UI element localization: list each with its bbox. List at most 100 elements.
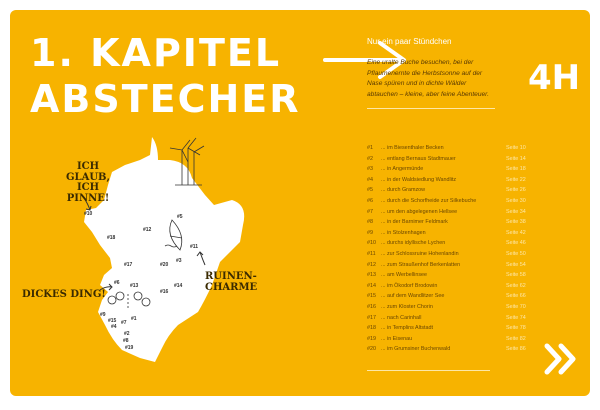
list-item-number: #15: [367, 293, 376, 300]
divider: [367, 108, 495, 109]
map-marker[interactable]: #6: [114, 280, 120, 286]
list-item[interactable]: #19 ... in Eisenau Seite 82: [367, 334, 567, 345]
list-item-number: #6: [367, 197, 373, 204]
map-marker[interactable]: #4: [111, 324, 117, 330]
list-item-title: ... in der Waldsiedlung Wandlitz: [381, 176, 457, 183]
map-marker[interactable]: #1: [131, 316, 137, 322]
map-marker[interactable]: #7: [121, 320, 127, 326]
list-item-number: #8: [367, 219, 373, 226]
list-item[interactable]: #5 ... durch Gramzow Seite 26: [367, 185, 567, 196]
list-item-title: ... auf dem Wandlitzer See: [381, 293, 445, 300]
list-item-title: ... um den abgelegenen Hellsee: [381, 208, 458, 215]
map-marker[interactable]: #18: [107, 235, 116, 241]
map-marker[interactable]: #3: [176, 258, 182, 264]
list-item-number: #12: [367, 261, 376, 268]
list-item-title: ... in Eisenau: [381, 335, 413, 342]
canoe-icon: [164, 219, 183, 251]
list-item-page: Seite 58: [506, 272, 526, 279]
map-marker[interactable]: #9: [100, 312, 106, 318]
list-item-number: #16: [367, 303, 376, 310]
map-marker[interactable]: #19: [125, 345, 134, 351]
list-item-title: ... durch Gramzow: [381, 187, 426, 194]
list-item-page: Seite 10: [506, 145, 526, 151]
map-marker[interactable]: #20: [160, 262, 169, 268]
list-item[interactable]: #18 ... in Templins Altstadt Seite 78: [367, 323, 567, 334]
list-item-page: Seite 38: [506, 219, 526, 226]
list-item-number: #11: [367, 250, 376, 257]
list-item[interactable]: #20 ... im Grumsiner Buchenwald Seite 86: [367, 344, 567, 355]
map-marker[interactable]: #14: [174, 283, 183, 289]
list-item-page: Seite 50: [506, 250, 526, 257]
list-item-number: #18: [367, 325, 376, 332]
list-item-number: #20: [367, 346, 376, 353]
map-marker[interactable]: #10: [84, 211, 93, 217]
list-item-number: #14: [367, 282, 376, 289]
list-item[interactable]: #3 ... in Angermünde Seite 18: [367, 164, 567, 175]
list-item-number: #19: [367, 335, 376, 342]
list-item-number: #17: [367, 314, 376, 321]
list-item-page: Seite 18: [506, 166, 526, 173]
list-item[interactable]: #14 ... im Ökodorf Brodowin Seite 62: [367, 281, 567, 292]
list-item-page: Seite 14: [506, 155, 526, 162]
callout-pin: ICH GLAUB, ICH PINNE!: [66, 161, 110, 204]
list-item[interactable]: #9 ... in Stolzenhagen Seite 42: [367, 228, 567, 239]
list-item-page: Seite 66: [506, 293, 526, 300]
map-marker[interactable]: #16: [160, 289, 169, 295]
list-item-title: ... zum Straußenhof Berkenlatten: [381, 261, 461, 268]
list-item-page: Seite 78: [506, 325, 526, 332]
list-item-title: ... im Biesenthaler Becken: [381, 145, 444, 151]
map-marker[interactable]: #2: [124, 331, 130, 337]
list-item[interactable]: #2 ... entlang Bernaus Stadtmauer Seite 14: [367, 154, 567, 165]
map-marker[interactable]: #15: [108, 318, 117, 324]
list-item-number: #7: [367, 208, 373, 215]
contents-list: #1 ... im Biesenthaler Becken Seite 10 #2..…: [367, 143, 567, 355]
map-outline: [84, 137, 245, 362]
list-item-page: Seite 86: [506, 346, 526, 353]
list-item-page: Seite 30: [506, 197, 526, 204]
callout-ruins: RUINEN-CHARME: [205, 271, 258, 293]
map-marker[interactable]: #11: [190, 244, 199, 250]
list-item-title: ... durchs idyllische Lychen: [381, 240, 446, 247]
list-item-number: #5: [367, 187, 373, 194]
list-item-page: Seite 22: [506, 176, 526, 183]
list-item-title: ... in der Barnimer Feldmark: [381, 219, 448, 226]
list-item[interactable]: #6 ... durch die Schorfheide zur Silkebuc…: [367, 196, 567, 207]
list-item[interactable]: #10 ... durchs idyllische Lychen Seite 46: [367, 238, 567, 249]
list-item[interactable]: #11 ... zur Schlossruine Hohenlandin Seite…: [367, 249, 567, 260]
callout-arrows: [83, 197, 206, 291]
list-item-page: Seite 74: [506, 314, 526, 321]
map-marker[interactable]: #12: [143, 227, 152, 233]
map-marker[interactable]: #8: [123, 338, 129, 344]
list-item[interactable]: #17 ... nach Carinhall Seite 74: [367, 313, 567, 324]
title-line-1: 1. KAPITEL: [30, 31, 282, 75]
list-item-page: Seite 54: [506, 261, 526, 268]
list-item[interactable]: #1 ... im Biesenthaler Becken Seite 10: [367, 143, 567, 154]
list-item-number: #2: [367, 155, 373, 162]
subtitle: Nur ein paar Stündchen: [367, 37, 452, 46]
intro-text: Eine uralte Buche besuchen, bei der Pfla…: [367, 59, 489, 98]
list-item[interactable]: #7 ... um den abgelegenen Hellsee Seite 34: [367, 207, 567, 218]
list-item-title: ... zum Kloster Chorin: [381, 303, 433, 310]
trees-icon: [107, 291, 151, 310]
list-item-title: ... durch die Schorfheide zur Silkebuche: [381, 197, 477, 204]
list-item-number: #1: [367, 145, 373, 151]
windmills-icon: [169, 137, 205, 186]
list-item[interactable]: #8 ... in der Barnimer Feldmark Seite 38: [367, 217, 567, 228]
callout-big: DICKES DING!: [22, 289, 106, 300]
list-item[interactable]: #13 ... am Werbellinsee Seite 58: [367, 270, 567, 281]
map-marker[interactable]: #5: [177, 214, 183, 220]
map-marker[interactable]: #13: [130, 283, 139, 289]
list-item-title: ... in Stolzenhagen: [381, 229, 426, 236]
list-item-page: Seite 26: [506, 187, 526, 194]
arrow-right-icon: [323, 41, 406, 79]
list-item-page: Seite 70: [506, 303, 526, 310]
list-item-number: #3: [367, 166, 373, 173]
list-item[interactable]: #16 ... zum Kloster Chorin Seite 70: [367, 302, 567, 313]
list-item[interactable]: #4 ... in der Waldsiedlung Wandlitz Seite …: [367, 175, 567, 186]
map-marker[interactable]: #17: [124, 262, 133, 268]
list-item-page: Seite 62: [506, 282, 526, 289]
double-chevron-right-icon[interactable]: [543, 342, 579, 376]
list-item[interactable]: #12 ... zum Straußenhof Berkenlatten Seite…: [367, 260, 567, 271]
title-line-2: ABSTECHER: [30, 77, 301, 121]
list-item[interactable]: #15 ... auf dem Wandlitzer See Seite 66: [367, 291, 567, 302]
